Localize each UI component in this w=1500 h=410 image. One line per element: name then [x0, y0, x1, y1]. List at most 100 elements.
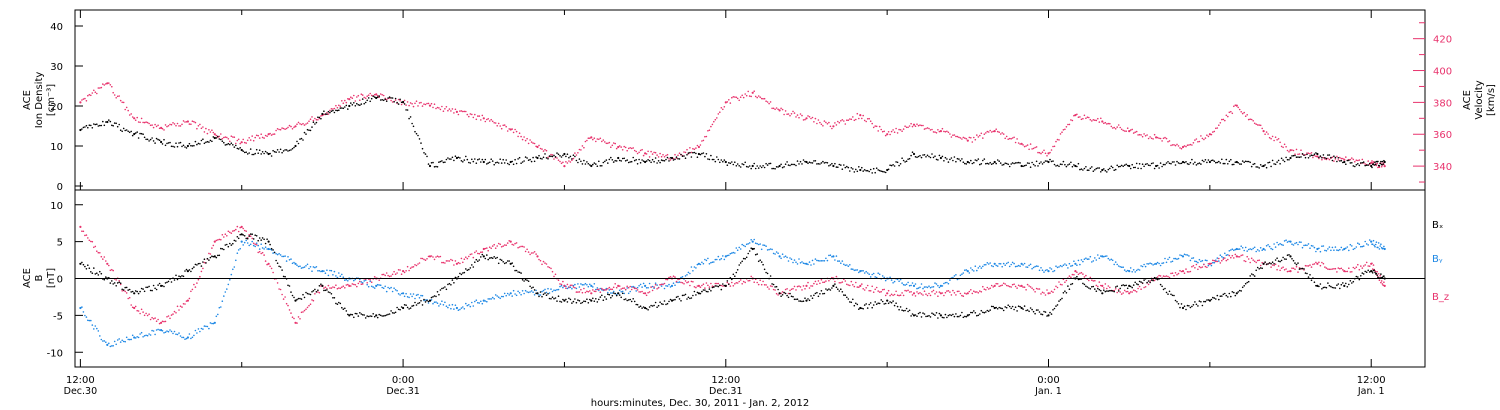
data-point-fill — [88, 93, 91, 96]
data-point-fill — [1089, 288, 1092, 290]
data-point-fill — [105, 260, 107, 262]
data-point-fill — [814, 280, 817, 283]
data-point-fill — [1297, 262, 1299, 264]
data-point-fill — [155, 137, 158, 140]
data-point-fill — [883, 130, 885, 133]
data-point-fill — [176, 145, 179, 148]
data-point-fill — [200, 139, 203, 142]
data-point — [1181, 145, 1185, 149]
data-point-fill — [1005, 262, 1008, 265]
data-point-fill — [583, 300, 585, 303]
data-point-fill — [1234, 104, 1237, 106]
data-point-fill — [344, 307, 346, 310]
data-point-fill — [139, 333, 141, 335]
data-point-fill — [904, 161, 906, 163]
data-point-fill — [436, 291, 439, 293]
data-point-fill — [632, 156, 634, 159]
data-point-fill — [300, 311, 303, 314]
data-point-fill — [357, 282, 360, 285]
data-point-fill — [1134, 281, 1136, 284]
data-point-fill — [1307, 157, 1310, 159]
data-point-fill — [1183, 305, 1186, 308]
data-point — [1383, 247, 1386, 251]
data-point-fill — [1061, 131, 1063, 133]
data-point-fill — [1336, 155, 1338, 158]
data-point-fill — [167, 315, 170, 317]
data-point-fill — [85, 100, 88, 102]
data-point-fill — [651, 158, 654, 161]
data-point-fill — [164, 144, 167, 147]
data-point — [912, 123, 916, 126]
data-point-fill — [772, 283, 775, 286]
data-point-fill — [660, 303, 663, 305]
data-point-fill — [533, 289, 536, 291]
data-point-fill — [311, 126, 313, 128]
data-point-fill — [1156, 278, 1159, 281]
data-point-fill — [1185, 254, 1187, 256]
data-point-fill — [139, 132, 141, 135]
data-point — [106, 343, 109, 346]
data-point — [402, 100, 405, 104]
data-point-fill — [164, 282, 167, 284]
data-point-fill — [300, 298, 303, 300]
data-point-fill — [816, 259, 818, 262]
data-point-fill — [547, 287, 549, 290]
data-point-fill — [224, 233, 227, 235]
data-point-fill — [716, 156, 718, 158]
data-point-fill — [1375, 241, 1378, 243]
data-point-fill — [1065, 126, 1068, 128]
data-point-fill — [1109, 122, 1111, 125]
data-point-fill — [148, 333, 150, 335]
data-point-fill — [1068, 288, 1071, 291]
data-point-fill — [1212, 296, 1214, 299]
data-point-fill — [829, 164, 832, 166]
data-point-fill — [710, 154, 712, 157]
data-point-fill — [287, 255, 289, 258]
data-point-fill — [326, 113, 328, 115]
data-point-fill — [1212, 259, 1214, 262]
data-point — [1235, 255, 1238, 258]
data-point-fill — [212, 136, 215, 138]
data-point-fill — [1282, 256, 1284, 259]
data-point-fill — [1360, 275, 1362, 277]
data-point-fill — [990, 265, 993, 267]
data-point-fill — [1250, 165, 1253, 168]
data-point-fill — [508, 294, 511, 296]
data-point-fill — [239, 247, 241, 250]
data-point-fill — [423, 258, 425, 261]
data-point — [482, 117, 485, 120]
data-point-fill — [695, 286, 697, 289]
data-point-fill — [1174, 164, 1177, 166]
data-point-fill — [659, 283, 661, 286]
data-point-fill — [768, 102, 770, 105]
data-point-fill — [415, 304, 418, 306]
data-point-fill — [869, 276, 872, 278]
data-point-fill — [1283, 160, 1286, 163]
data-point-fill — [221, 140, 224, 142]
data-point-fill — [369, 92, 372, 95]
data-point-fill — [1357, 242, 1359, 244]
data-point-fill — [1098, 167, 1101, 169]
data-point-fill — [338, 109, 340, 111]
data-point-fill — [1271, 261, 1274, 264]
data-point-fill — [884, 171, 887, 174]
data-point-fill — [409, 102, 412, 104]
data-point-fill — [1360, 245, 1362, 248]
data-point-fill — [1113, 289, 1115, 292]
data-point-fill — [506, 130, 509, 132]
data-point-fill — [441, 300, 443, 303]
data-point-fill — [342, 285, 345, 288]
data-point-fill — [739, 279, 742, 281]
data-point-fill — [209, 131, 212, 133]
legend-bz: B_z — [1432, 292, 1449, 303]
data-point-fill — [580, 149, 582, 151]
data-point-fill — [958, 290, 960, 293]
data-point-fill — [828, 165, 830, 167]
data-point-fill — [976, 269, 978, 272]
data-point-fill — [113, 340, 116, 343]
data-point-fill — [677, 158, 679, 160]
data-point-fill — [1259, 264, 1262, 267]
data-point-fill — [1014, 285, 1017, 288]
data-point-fill — [453, 264, 455, 266]
data-point-fill — [503, 292, 506, 295]
